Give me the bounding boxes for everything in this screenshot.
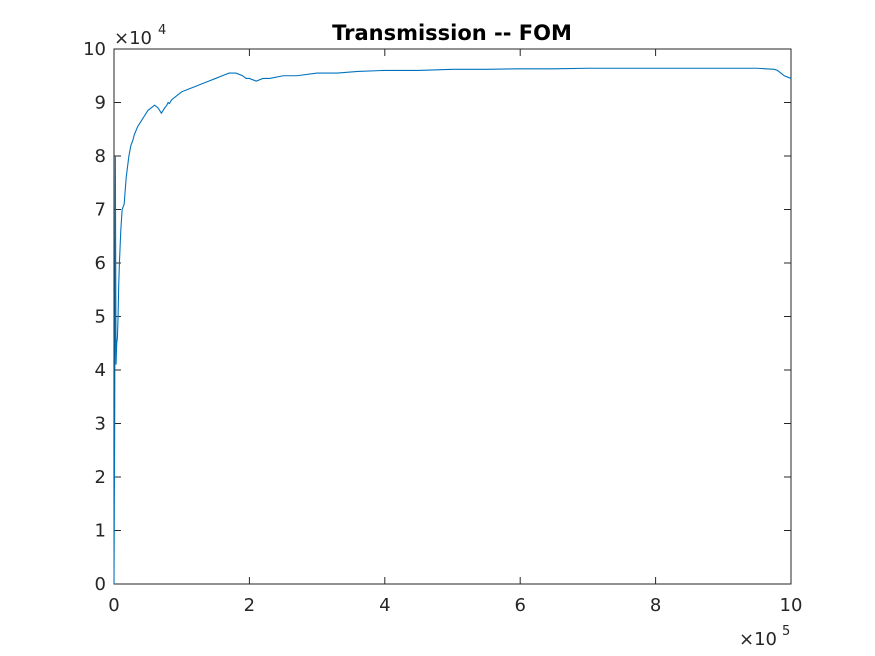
- y-tick-label: 2: [95, 467, 106, 488]
- y-tick-label: 7: [95, 200, 106, 221]
- y-tick-labels: 0 1 2 3 4 5 6 7 8 9 10: [83, 39, 106, 595]
- plot-area: [113, 48, 792, 585]
- series-line: [113, 67, 792, 585]
- x-tick-label: 8: [650, 595, 661, 616]
- y-multiplier-base: ×10: [114, 28, 152, 49]
- x-tick-label: 0: [108, 595, 119, 616]
- y-tick-label: 6: [95, 253, 106, 274]
- y-tick-label: 3: [95, 414, 106, 435]
- x-multiplier-exponent: 5: [782, 624, 790, 639]
- y-tick-label: 4: [95, 360, 106, 381]
- y-tick-label: 0: [95, 574, 106, 595]
- y-tick-label: 5: [95, 307, 106, 328]
- y-multiplier-exponent: 4: [158, 23, 166, 38]
- chart-title: Transmission -- FOM: [332, 21, 572, 45]
- y-tick-label: 9: [95, 93, 106, 114]
- x-tick-labels: 0 2 4 6 8 10: [108, 595, 802, 616]
- x-tick-label: 2: [244, 595, 255, 616]
- x-multiplier: ×10 5: [739, 624, 790, 650]
- x-multiplier-base: ×10: [739, 629, 777, 650]
- x-tick-label: 10: [780, 595, 803, 616]
- x-tick-label: 4: [379, 595, 390, 616]
- x-tick-label: 6: [514, 595, 525, 616]
- y-multiplier: ×10 4: [114, 23, 166, 49]
- y-tick-label: 1: [95, 521, 106, 542]
- y-tick-label: 10: [83, 39, 106, 60]
- y-tick-label: 8: [95, 146, 106, 167]
